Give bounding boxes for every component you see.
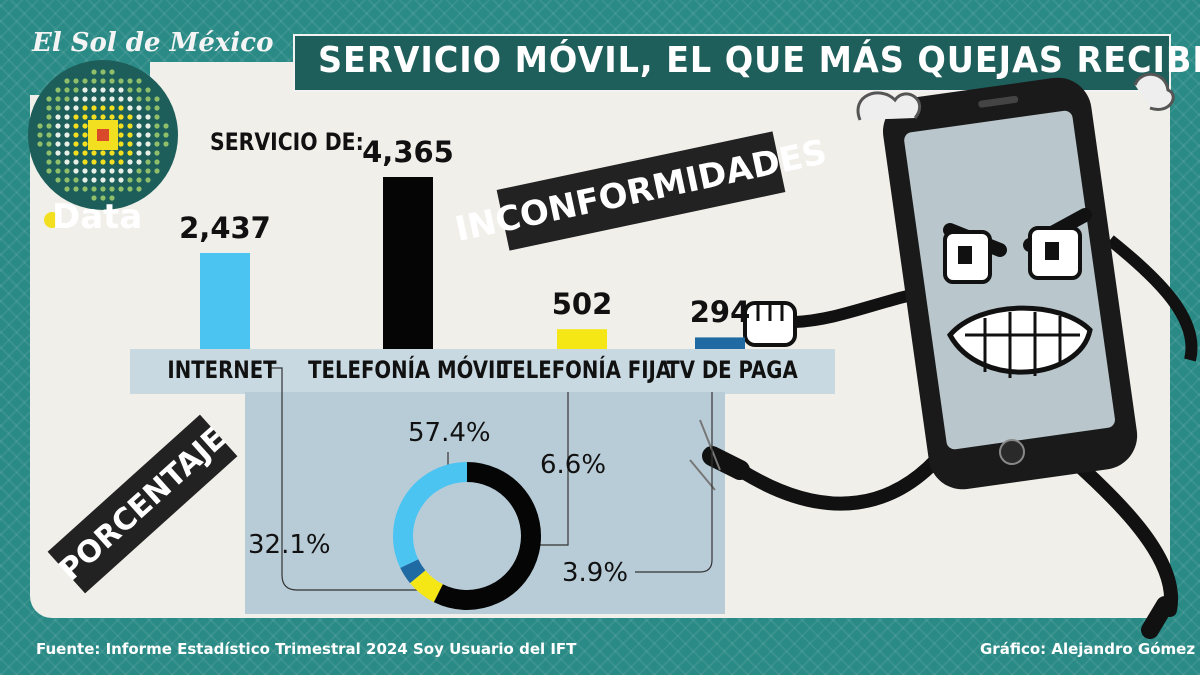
bar-2 [557, 329, 607, 349]
donut-slice-1 [409, 570, 444, 603]
percentage-label: 32.1% [248, 530, 331, 560]
bar-3 [695, 337, 745, 349]
donut-slice-2 [400, 559, 426, 584]
connector-line [268, 367, 440, 591]
bar-0 [200, 252, 250, 349]
chart-subtitle: SERVICIO DE: [210, 128, 364, 156]
category-label: TELEFONÍA FIJA [498, 356, 672, 384]
donut-slice-0 [433, 462, 541, 610]
author-credit: Gráfico: Alejandro Gómez [980, 640, 1196, 658]
category-label: TELEFONÍA MÓVIL [308, 356, 508, 384]
bar-value-label: 294 [689, 295, 751, 330]
category-label: TV DE PAGA [666, 356, 798, 384]
source-note: Fuente: Informe Estadístico Trimestral 2… [36, 640, 577, 658]
category-strip [130, 349, 835, 394]
connector-line [528, 392, 569, 546]
data-badge-dot-icon [44, 212, 60, 228]
brand-logo-text: El Sol de México [32, 28, 274, 58]
percentage-label: 6.6% [540, 450, 607, 480]
bar-value-label: 502 [551, 287, 613, 322]
data-logo [28, 60, 178, 210]
connector-line [635, 392, 713, 573]
bar-value-label: 4,365 [362, 135, 454, 169]
bar-value-label: 2,437 [179, 210, 271, 245]
percentage-label: 3.9% [562, 558, 629, 588]
data-logo-dots-icon [37, 69, 169, 201]
category-label: INTERNET [167, 356, 277, 384]
percentage-box [245, 392, 725, 614]
bar-1 [383, 177, 433, 349]
page-title: SERVICIO MÓVIL, EL QUE MÁS QUEJAS RECIBE [318, 40, 1200, 81]
donut-slice-3 [393, 462, 468, 568]
percentage-label: 57.4% [408, 418, 491, 448]
data-badge: Data [52, 197, 143, 237]
